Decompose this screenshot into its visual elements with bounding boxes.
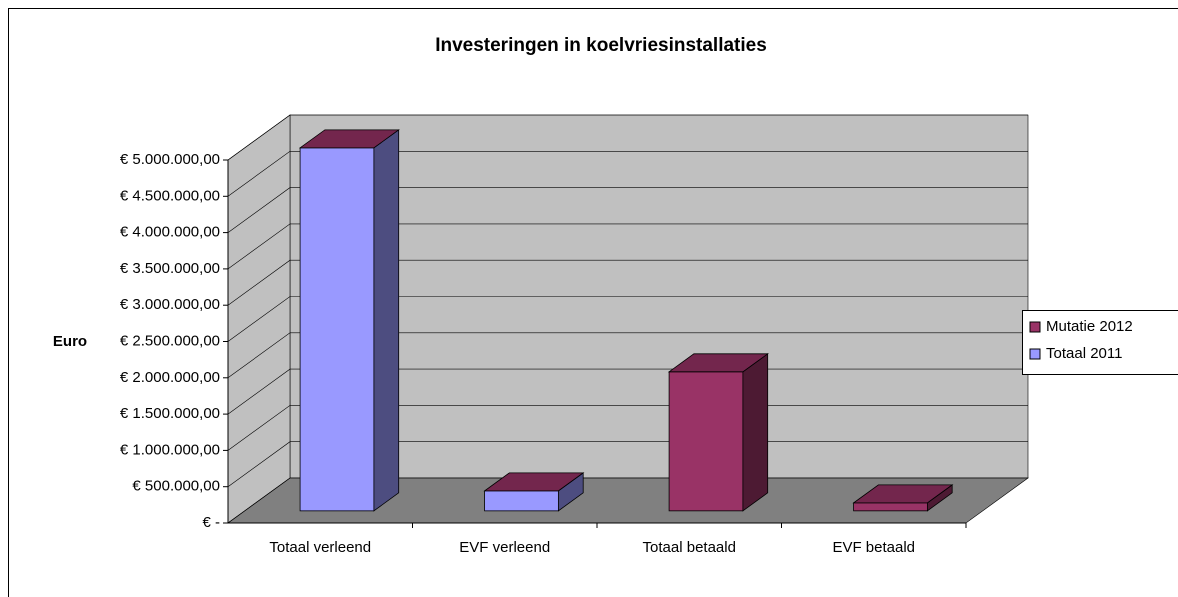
bar-front (853, 502, 928, 512)
grid-line (227, 405, 1028, 451)
y-axis-label: Euro (53, 333, 87, 350)
y-tick-label: € 2.000.000,00 (120, 369, 220, 386)
x-tick-label: EVF betaald (832, 539, 915, 556)
y-tick-label: € 4.500.000,00 (120, 187, 220, 204)
y-tick-label: € 3.000.000,00 (120, 296, 220, 313)
x-tick-label: EVF verleend (459, 539, 550, 556)
legend-swatch (1029, 321, 1041, 333)
y-tick-label: € 1.000.000,00 (120, 441, 220, 458)
grid-line (227, 114, 1028, 161)
grid-line (227, 477, 1028, 524)
grid-line (227, 187, 1028, 233)
bar-top (483, 472, 585, 492)
grid-line (227, 332, 1028, 379)
grid-line (227, 441, 1028, 487)
y-tick-label: € - (202, 514, 220, 531)
bar-top (298, 129, 400, 149)
grid-line (227, 296, 1028, 342)
y-tick-label: € 500.000,00 (132, 478, 220, 495)
bar-front (484, 490, 559, 512)
y-tick-label: € 5.000.000,00 (120, 151, 220, 168)
legend-label: Totaal 2011 (1046, 345, 1122, 362)
grid-line (227, 223, 1028, 270)
legend-box (1022, 310, 1178, 375)
grid-line (227, 259, 1028, 306)
legend-label: Mutatie 2012 (1046, 318, 1133, 335)
bar-front (299, 147, 375, 512)
bar-side (742, 353, 769, 512)
y-tick-label: € 3.500.000,00 (120, 260, 220, 277)
x-tick-label: Totaal betaald (643, 539, 736, 556)
grid-line (227, 151, 1028, 197)
y-tick-label: € 2.500.000,00 (120, 332, 220, 349)
bar-side (373, 129, 400, 512)
chart-title: Investeringen in koelvriesinstallaties (435, 35, 767, 56)
y-tick-label: € 4.000.000,00 (120, 224, 220, 241)
legend-swatch (1029, 348, 1041, 360)
bar-top (667, 353, 769, 373)
legend: Mutatie 2012 Totaal 2011 (1022, 310, 1178, 375)
x-tick-label: Totaal verleend (269, 539, 371, 556)
grid-line (227, 368, 1028, 415)
y-tick-label: € 1.500.000,00 (120, 405, 220, 422)
bar-top (852, 484, 954, 504)
bar-front (668, 371, 744, 512)
